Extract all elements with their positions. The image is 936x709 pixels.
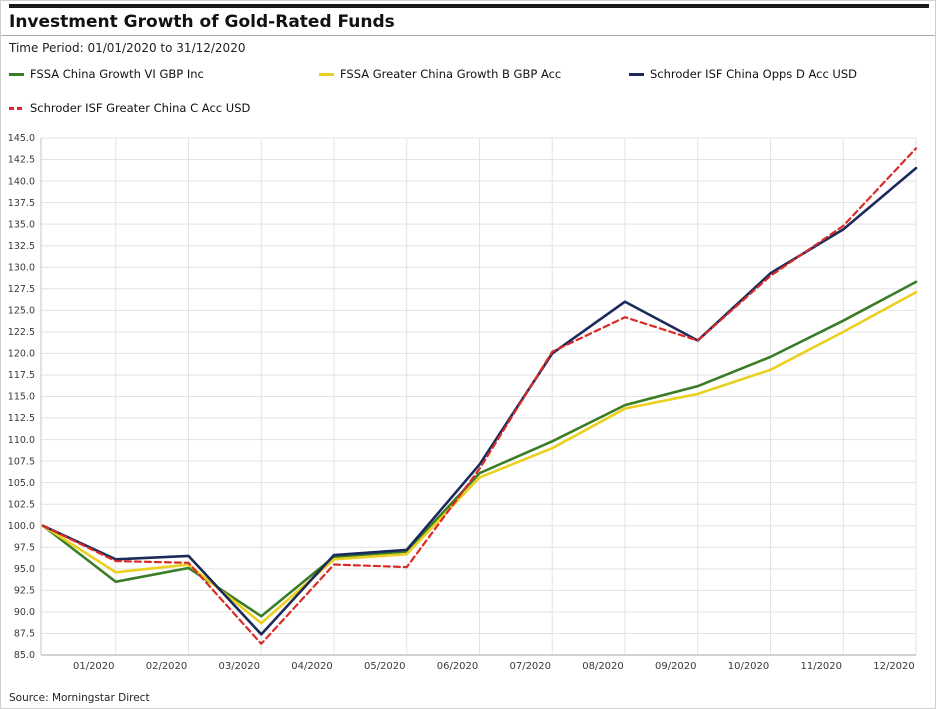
x-tick-label: 04/2020: [291, 661, 333, 672]
legend-label: FSSA Greater China Growth B GBP Acc: [340, 67, 562, 81]
x-tick-label: 03/2020: [218, 661, 260, 672]
y-tick-label: 105.0: [8, 478, 35, 489]
legend-item: Schroder ISF China Opps D Acc USD: [629, 67, 857, 81]
y-tick-label: 127.5: [8, 284, 35, 295]
y-tick-label: 95.0: [14, 564, 35, 575]
y-tick-label: 137.5: [8, 198, 35, 209]
chart-legend: FSSA China Growth VI GBP Inc FSSA Greater…: [1, 1, 935, 131]
legend-line-marker: [629, 72, 644, 76]
y-tick-label: 100.0: [8, 521, 35, 532]
x-tick-label: 06/2020: [437, 661, 479, 672]
y-tick-label: 145.0: [8, 133, 35, 144]
y-tick-label: 92.5: [14, 586, 35, 597]
y-tick-label: 117.5: [8, 370, 35, 381]
y-tick-label: 115.0: [8, 392, 35, 403]
y-tick-label: 85.0: [14, 650, 35, 661]
y-tick-label: 120.0: [8, 349, 35, 360]
legend-line-marker: [9, 106, 24, 110]
y-tick-label: 110.0: [8, 435, 35, 446]
legend-line-marker: [9, 72, 24, 76]
y-tick-label: 112.5: [8, 413, 35, 424]
series-line-1: [41, 290, 918, 625]
y-tick-label: 97.5: [14, 542, 35, 553]
source-attribution: Source: Morningstar Direct: [9, 692, 150, 704]
series-line-3: [41, 147, 918, 645]
series-line-2: [41, 166, 918, 636]
y-tick-label: 122.5: [8, 327, 35, 338]
y-tick-label: 132.5: [8, 241, 35, 252]
legend-item: FSSA China Growth VI GBP Inc: [9, 67, 204, 81]
series-line-0: [41, 280, 918, 618]
x-tick-label: 07/2020: [509, 661, 551, 672]
x-tick-label: 10/2020: [728, 661, 770, 672]
y-tick-label: 140.0: [8, 176, 35, 187]
legend-item: FSSA Greater China Growth B GBP Acc: [319, 67, 561, 81]
y-tick-label: 130.0: [8, 262, 35, 273]
y-tick-label: 87.5: [14, 629, 35, 640]
x-tick-label: 05/2020: [364, 661, 406, 672]
x-tick-label: 11/2020: [800, 661, 842, 672]
x-tick-label: 01/2020: [73, 661, 115, 672]
x-tick-label: 08/2020: [582, 661, 624, 672]
title-divider: [1, 35, 935, 36]
y-tick-label: 90.0: [14, 607, 35, 618]
legend-label: Schroder ISF China Opps D Acc USD: [650, 67, 857, 81]
header-rule: [9, 4, 929, 8]
legend-line-marker: [319, 72, 334, 76]
legend-item: Schroder ISF Greater China C Acc USD: [9, 101, 250, 115]
time-period-label: Time Period: 01/01/2020 to 31/12/2020: [9, 41, 246, 55]
x-tick-label: 09/2020: [655, 661, 697, 672]
page-title: Investment Growth of Gold-Rated Funds: [9, 12, 395, 32]
legend-label: Schroder ISF Greater China C Acc USD: [30, 101, 251, 115]
x-tick-label: 02/2020: [146, 661, 188, 672]
y-tick-label: 125.0: [8, 306, 35, 317]
legend-label: FSSA China Growth VI GBP Inc: [30, 67, 204, 81]
y-tick-label: 102.5: [8, 499, 35, 510]
x-tick-label: 12/2020: [873, 661, 915, 672]
y-tick-label: 135.0: [8, 219, 35, 230]
y-tick-label: 107.5: [8, 456, 35, 467]
y-tick-label: 142.5: [8, 155, 35, 166]
